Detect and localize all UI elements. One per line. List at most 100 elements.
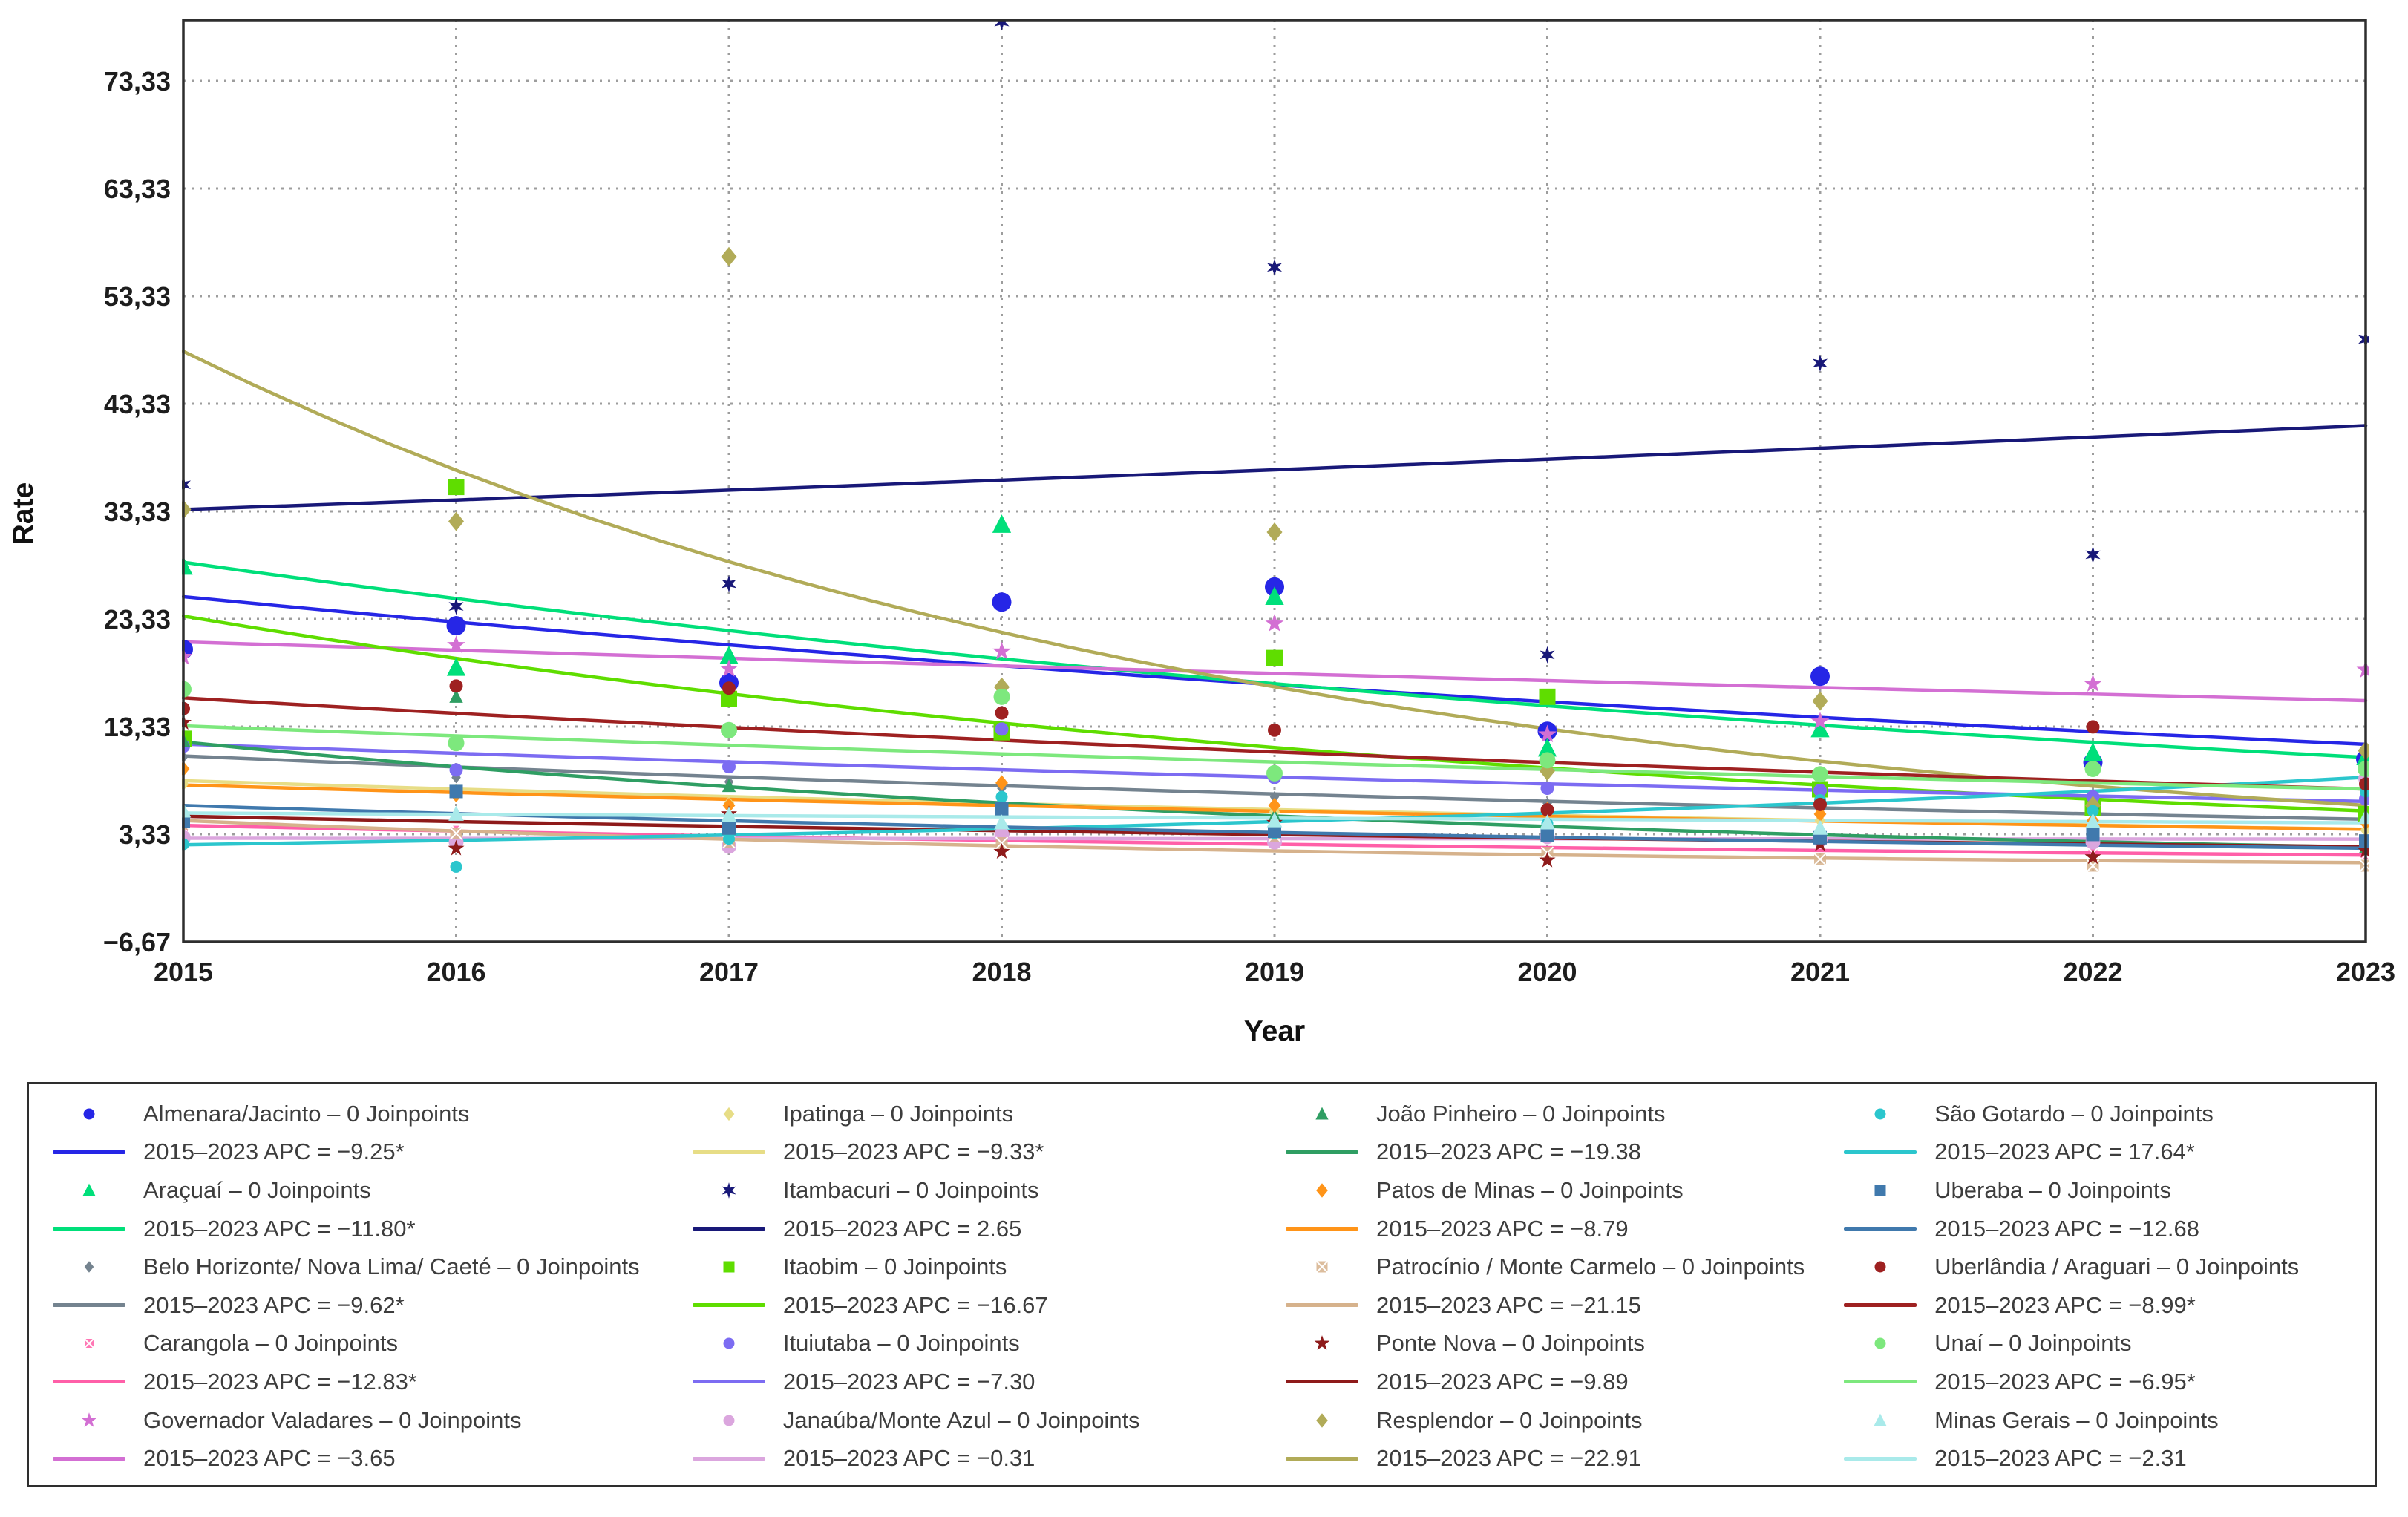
marker-triangle	[1540, 814, 1555, 830]
marker-x-lines	[1315, 1260, 1329, 1274]
marker-square	[722, 821, 736, 835]
marker-circle	[995, 706, 1009, 720]
marker-triangle	[82, 1183, 96, 1196]
trend-line-17	[182, 696, 2368, 791]
x-tick-label: 2019	[1245, 957, 1304, 987]
marker-triangle	[2083, 742, 2103, 761]
marker-diamond	[723, 1107, 735, 1121]
legend-apc-value: 2015–2023 APC = −11.80*	[143, 1215, 416, 1242]
marker-triangle	[1315, 1107, 1329, 1120]
legend-marker-icon	[1832, 1177, 1928, 1204]
marker-star5	[1539, 851, 1556, 868]
marker-square	[1874, 1185, 1886, 1196]
y-tick-label: 63,33	[104, 174, 171, 204]
legend-line-swatch	[1274, 1150, 1370, 1154]
marker-diamond	[1812, 691, 1828, 711]
legend-apc-value: 2015–2023 APC = −3.65	[143, 1445, 396, 1472]
series-layer	[182, 19, 2369, 873]
marker-triangle	[992, 514, 1012, 533]
legend-line-swatch	[1832, 1456, 1928, 1461]
y-tick-label: 13,33	[104, 712, 171, 742]
legend-line-swatch	[1832, 1150, 1928, 1154]
marker-x-lines	[1813, 853, 1827, 866]
x-tick-label: 2018	[972, 957, 1031, 987]
legend-series-name: Resplendor – 0 Joinpoints	[1376, 1406, 1643, 1433]
legend-line-swatch	[41, 1150, 137, 1154]
y-tick-label: 3,33	[119, 819, 171, 850]
marker-square	[1539, 688, 1556, 705]
legend-entry-11: Patos de Minas – 0 Joinpoints 2015–2023 A…	[1274, 1171, 1832, 1248]
y-tick-label: −6,67	[103, 927, 171, 957]
marker-circle	[993, 688, 1010, 705]
trend-line-6	[182, 424, 2368, 511]
marker-triangle	[722, 779, 736, 793]
marker-x-lines	[84, 1338, 94, 1349]
x-tick-label: 2015	[154, 957, 213, 987]
legend-series-name: João Pinheiro – 0 Joinpoints	[1376, 1100, 1666, 1127]
marker-circle	[722, 681, 736, 695]
legend-series-name: Minas Gerais – 0 Joinpoints	[1934, 1406, 2219, 1433]
legend-apc-value: 2015–2023 APC = −12.83*	[143, 1368, 417, 1395]
legend-line-swatch	[681, 1303, 777, 1308]
legend-marker-icon	[681, 1407, 777, 1434]
marker-circle	[2087, 805, 2099, 817]
marker-star6	[1266, 258, 1283, 276]
marker-circle	[2086, 720, 2100, 734]
marker-star5	[2084, 848, 2101, 865]
plot-border	[182, 19, 2367, 943]
legend-line-swatch	[1832, 1380, 1928, 1384]
legend-series-name: Ponte Nova – 0 Joinpoints	[1376, 1330, 1645, 1357]
x-tick-label: 2017	[699, 957, 759, 987]
marker-star5	[719, 659, 739, 677]
legend-line-swatch	[1832, 1303, 1928, 1308]
marker-circle	[1540, 803, 1554, 817]
legend-apc-value: 2015–2023 APC = −0.31	[782, 1445, 1035, 1472]
marker-star6	[994, 19, 1010, 31]
marker-star6	[448, 597, 464, 615]
legend-series-name: Carangola – 0 Joinpoints	[143, 1330, 398, 1357]
legend-marker-icon	[1274, 1177, 1370, 1204]
y-tick-label: 43,33	[104, 389, 171, 419]
marker-star6	[2085, 545, 2101, 564]
legend-series-name: Governador Valadares – 0 Joinpoints	[143, 1406, 522, 1433]
legend-entry-5: Ipatinga – 0 Joinpoints 2015–2023 APC = −…	[681, 1095, 1274, 1171]
marker-square	[995, 802, 1009, 816]
marker-star5	[1810, 712, 1830, 730]
marker-square	[182, 815, 190, 829]
legend-entry-9: Janaúba/Monte Azul – 0 Joinpoints 2015–20…	[681, 1401, 1274, 1478]
marker-triangle	[1537, 738, 1557, 757]
legend-entry-4: Governador Valadares – 0 Joinpoints 2015–…	[41, 1401, 681, 1478]
legend-line-swatch	[681, 1227, 777, 1231]
marker-circle	[1813, 797, 1827, 811]
legend-line-swatch	[1274, 1303, 1370, 1308]
marker-star5	[81, 1412, 97, 1427]
marker-star5	[993, 843, 1010, 859]
marker-circle	[995, 790, 1008, 803]
marker-circle	[995, 722, 1009, 736]
marker-circle	[449, 763, 463, 777]
marker-square	[1266, 649, 1283, 666]
legend-line-swatch	[1274, 1227, 1370, 1231]
legend-marker-icon	[41, 1101, 137, 1127]
legend-entry-18: Unaí – 0 Joinpoints 2015–2023 APC = −6.95…	[1832, 1325, 2367, 1401]
legend-series-name: Ituiutaba – 0 Joinpoints	[782, 1330, 1020, 1357]
legend-marker-icon	[41, 1254, 137, 1280]
legend-apc-value: 2015–2023 APC = −22.91	[1376, 1445, 1641, 1472]
marker-circle	[1539, 752, 1556, 769]
x-tick-label: 2022	[2063, 957, 2122, 987]
legend-entry-6: Itambacuri – 0 Joinpoints 2015–2023 APC =…	[681, 1171, 1274, 1248]
legend-series-name: Patos de Minas – 0 Joinpoints	[1376, 1176, 1684, 1203]
marker-circle	[1874, 1337, 1886, 1349]
marker-circle	[83, 1108, 95, 1120]
marker-x-lines	[449, 827, 463, 840]
marker-square	[723, 1261, 735, 1273]
legend-series-name: Patrocínio / Monte Carmelo – 0 Joinpoint…	[1376, 1254, 1805, 1280]
legend-series-name: Itaobim – 0 Joinpoints	[782, 1254, 1007, 1280]
legend-line-swatch	[681, 1150, 777, 1154]
marker-triangle	[719, 645, 739, 664]
legend-apc-value: 2015–2023 APC = −7.30	[782, 1368, 1035, 1395]
marker-circle	[723, 833, 735, 845]
legend-entry-14: Resplendor – 0 Joinpoints 2015–2023 APC =…	[1274, 1401, 1832, 1478]
marker-star5	[448, 839, 465, 856]
legend-marker-icon	[41, 1177, 137, 1204]
